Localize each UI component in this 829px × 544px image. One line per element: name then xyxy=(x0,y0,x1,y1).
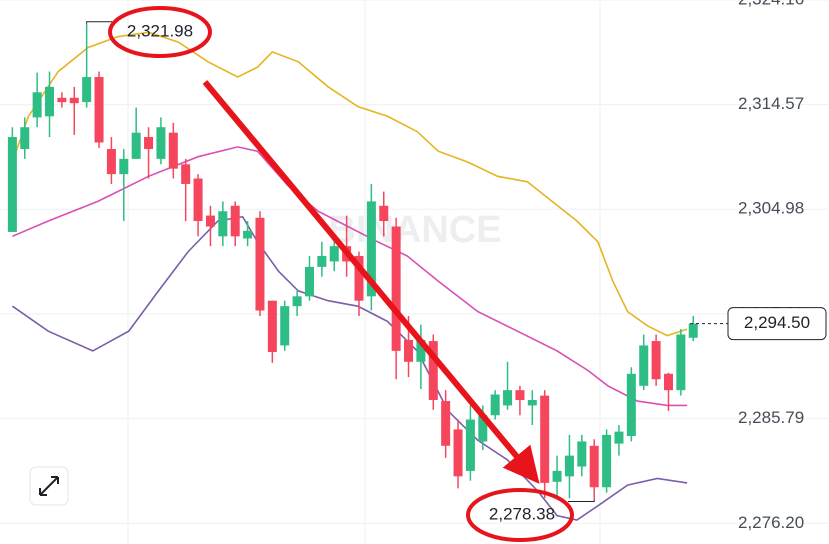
candle-body xyxy=(255,217,265,311)
candle-body xyxy=(676,334,686,391)
candle-body xyxy=(379,205,389,222)
candle-body xyxy=(503,390,513,406)
candle-body xyxy=(577,441,587,467)
y-axis: 2,276.202,285.792,295.382,304.982,314.57… xyxy=(738,0,804,532)
candle-body xyxy=(218,211,228,237)
candle-body xyxy=(688,323,698,338)
candle-body xyxy=(106,149,116,175)
candle-body xyxy=(243,230,253,239)
candle-body xyxy=(589,445,599,488)
candle-body xyxy=(205,215,215,227)
candle-body xyxy=(478,415,488,442)
candle-body xyxy=(168,132,178,169)
candle-body xyxy=(391,226,401,351)
highlight-circle xyxy=(466,488,574,542)
watermark: BINANCE xyxy=(328,209,501,251)
candle-body xyxy=(32,92,42,118)
candle-body xyxy=(354,255,364,301)
candle-body xyxy=(453,429,463,477)
candle-body xyxy=(614,431,624,444)
candle-body xyxy=(465,419,475,471)
candle-body xyxy=(564,455,574,477)
candle-body xyxy=(317,255,327,267)
candle-body xyxy=(69,97,79,104)
y-tick-label: 2,324.16 xyxy=(738,0,804,8)
annotation-leader xyxy=(568,499,595,502)
last-price-label: 2,294.50 xyxy=(744,313,810,332)
candle-body xyxy=(267,300,277,352)
candle-body xyxy=(602,434,612,488)
band-line xyxy=(11,215,688,521)
candle-body xyxy=(119,158,129,175)
candle-body xyxy=(280,306,290,346)
candle-body xyxy=(57,97,67,103)
candle-body xyxy=(329,246,339,262)
candle-body xyxy=(292,296,302,307)
candle-body xyxy=(404,339,414,362)
candle-body xyxy=(366,201,376,297)
candle-body xyxy=(441,401,451,446)
candle-body xyxy=(193,178,203,222)
candle-body xyxy=(82,77,92,103)
expand-icon xyxy=(39,476,59,496)
band-line xyxy=(11,31,688,337)
candle-body xyxy=(651,341,661,380)
candle-body xyxy=(428,341,438,400)
candle-body xyxy=(490,394,500,416)
candle-body xyxy=(131,132,141,159)
y-tick-label: 2,304.98 xyxy=(738,199,804,218)
candle-body xyxy=(20,127,30,150)
candle-body xyxy=(552,470,562,482)
trend-arrow xyxy=(202,80,540,484)
y-tick-label: 2,314.57 xyxy=(738,94,804,113)
candle-body xyxy=(230,205,240,237)
candle-body xyxy=(515,390,525,400)
candle-body xyxy=(663,373,673,391)
last-price-box xyxy=(727,307,827,341)
y-tick-label: 2,285.79 xyxy=(738,408,804,427)
band-line xyxy=(12,146,688,407)
candle-body xyxy=(94,77,104,143)
annotations: 2,321.98 2,278.38 2,294.50 xyxy=(86,6,827,542)
candle-body xyxy=(639,345,649,386)
candles xyxy=(7,23,698,500)
y-tick-label: 2,276.20 xyxy=(738,513,804,532)
candle-body xyxy=(416,339,426,362)
high-label: 2,321.98 xyxy=(127,21,193,40)
candle-body xyxy=(540,395,550,483)
annotation-leader xyxy=(86,21,112,24)
candle-body xyxy=(45,86,55,117)
candle-body xyxy=(181,164,191,184)
candle-body xyxy=(156,127,166,159)
low-label: 2,278.38 xyxy=(489,504,555,523)
candle-body xyxy=(7,137,17,232)
highlight-circle xyxy=(108,6,212,58)
bands xyxy=(11,31,688,521)
candle-body xyxy=(144,137,154,150)
candle-body xyxy=(527,399,537,406)
candle-body xyxy=(626,373,636,436)
candle-body xyxy=(304,266,314,297)
